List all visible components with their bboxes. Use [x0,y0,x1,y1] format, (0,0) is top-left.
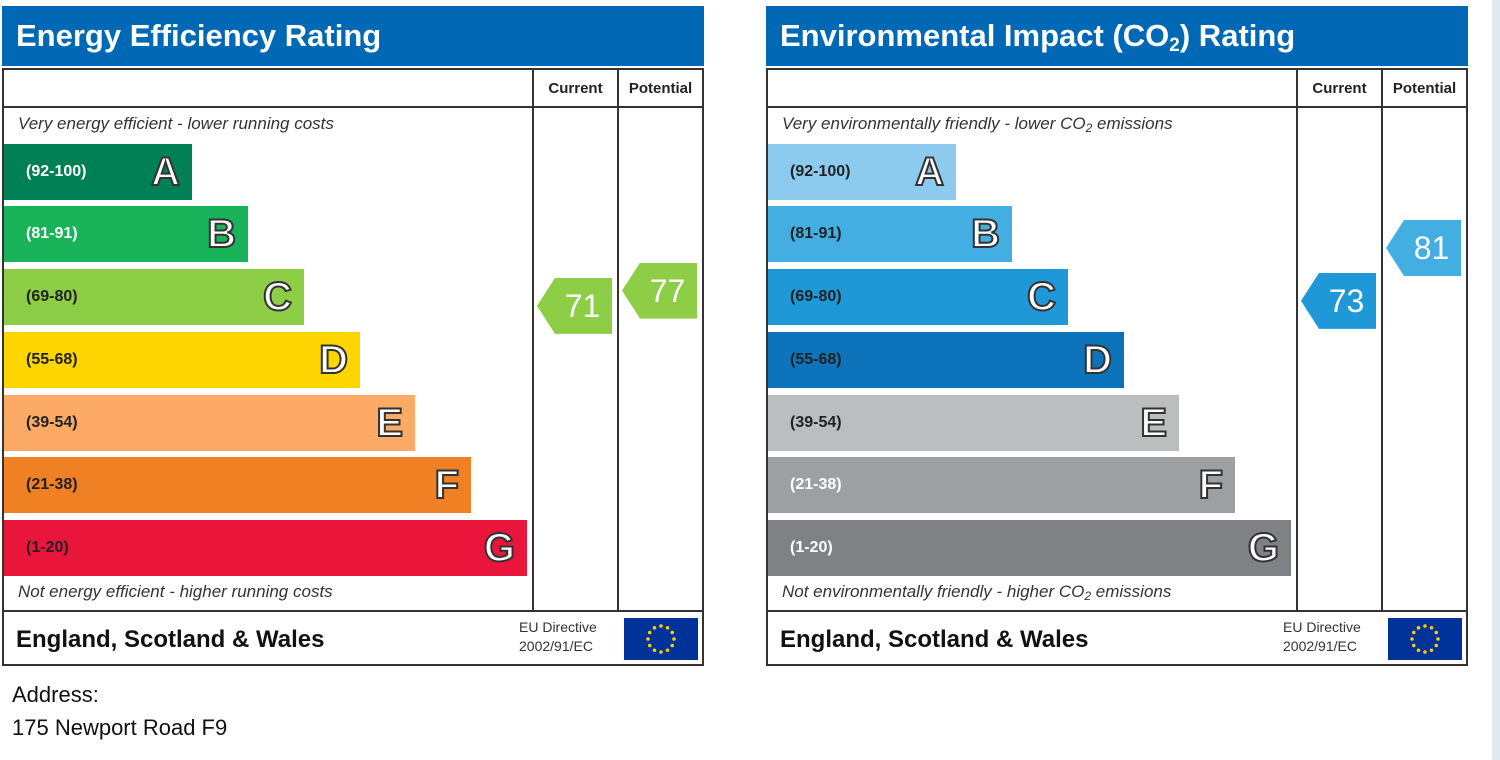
environment-band-range: (69-80) [790,288,842,305]
energy-band-letter: D [318,337,349,383]
eu-directive-line2: 2002/91/EC [1283,638,1357,654]
energy-band-b: (81-91) B [4,206,248,262]
energy-band-range: (92-100) [26,163,87,180]
environment-band-letter: B [970,211,1001,257]
energy-header-divider [4,106,702,108]
environment-eu-directive: EU Directive 2002/91/EC [1283,618,1361,656]
address-label: Address: [12,682,99,707]
energy-band-letter: E [375,400,404,446]
energy-current-rating-arrow: 71 [537,277,612,334]
environment-current-header: Current [1312,80,1367,97]
environment-bottom-note: Not environmentally friendly - higher CO… [782,582,1172,603]
energy-band-range: (69-80) [26,288,78,305]
energy-region: England, Scotland & Wales [16,626,325,653]
energy-frame: Current Potential Very energy efficient - … [2,68,704,666]
energy-band-range: (55-68) [26,351,78,368]
environment-band-range: (55-68) [790,351,842,368]
environment-title: Environmental Impact (CO2) Rating [766,6,1468,66]
environment-top-note: Very environmentally friendly - lower CO… [782,114,1173,135]
energy-top-note: Very energy efficient - lower running co… [18,114,334,133]
energy-column-line-1 [532,70,534,612]
energy-band-range: (81-91) [26,225,78,242]
environment-band-range: (39-54) [790,414,842,431]
energy-footer-divider [4,610,702,612]
energy-band-range: (21-38) [26,476,78,493]
environment-potential-header: Potential [1392,80,1457,97]
environment-column-line-1 [1296,70,1298,612]
energy-band-range: (39-54) [26,414,78,431]
page-edge [1492,0,1500,760]
environmental-impact-chart: Environmental Impact (CO2) Rating Current… [766,6,1468,666]
environment-band-range: (1-20) [790,539,833,556]
energy-column-line-2 [617,70,619,612]
environment-column-line-2 [1381,70,1383,612]
energy-band-f: (21-38) F [4,457,471,513]
environment-band-range: (81-91) [790,225,842,242]
eu-directive-line1: EU Directive [1283,619,1361,635]
environment-band-letter: D [1082,337,1113,383]
address-value: 175 Newport Road F9 [12,715,228,740]
environment-frame: Current Potential Very environmentally fri… [766,68,1468,666]
energy-potential-header: Potential [628,80,693,97]
environment-band-c: (69-80) C [768,269,1068,325]
energy-eu-directive: EU Directive 2002/91/EC [519,618,597,656]
environment-band-b: (81-91) B [768,206,1012,262]
environment-band-range: (21-38) [790,476,842,493]
environment-current-rating-arrow: 73 [1301,272,1376,329]
environment-band-letter: C [1026,274,1057,320]
environment-band-g: (1-20) G [768,520,1291,576]
energy-eu-flag-icon [624,618,698,660]
energy-potential-rating-arrow: 77 [622,262,697,319]
environment-potential-rating-arrow: 81 [1386,220,1461,276]
environment-band-e: (39-54) E [768,395,1179,451]
energy-title: Energy Efficiency Rating [2,6,704,66]
environment-footer-divider [768,610,1466,612]
energy-band-c: (69-80) C [4,269,304,325]
energy-efficiency-chart: Energy Efficiency Rating Current Potential… [2,6,704,666]
environment-region: England, Scotland & Wales [780,626,1089,653]
energy-bottom-note: Not energy efficient - higher running co… [18,582,333,601]
energy-band-letter: A [150,149,181,195]
energy-band-letter: F [434,462,460,508]
energy-current-header: Current [548,80,603,97]
environment-band-range: (92-100) [790,163,851,180]
energy-band-d: (55-68) D [4,332,360,388]
environment-band-letter: F [1198,462,1224,508]
energy-band-letter: B [206,211,237,257]
environment-band-letter: E [1139,400,1168,446]
eu-directive-line2: 2002/91/EC [519,638,593,654]
environment-band-a: (92-100) A [768,144,956,200]
energy-band-a: (92-100) A [4,144,192,200]
energy-band-letter: C [262,274,293,320]
environment-band-d: (55-68) D [768,332,1124,388]
environment-eu-flag-icon [1388,618,1462,660]
energy-band-range: (1-20) [26,539,69,556]
environment-band-letter: G [1247,525,1280,571]
energy-band-e: (39-54) E [4,395,415,451]
energy-band-g: (1-20) G [4,520,527,576]
energy-band-letter: G [483,525,516,571]
environment-band-letter: A [914,149,945,195]
eu-directive-line1: EU Directive [519,619,597,635]
environment-header-divider [768,106,1466,108]
environment-band-f: (21-38) F [768,457,1235,513]
